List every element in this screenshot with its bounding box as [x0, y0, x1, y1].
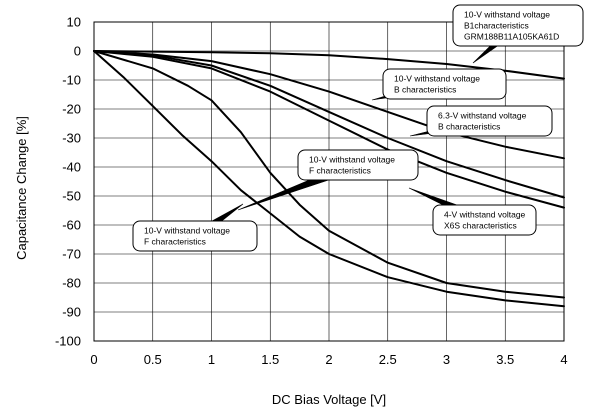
x-tick-label: 2	[325, 352, 332, 367]
y-tick-label: -60	[62, 218, 81, 233]
callout-text: F characteristics	[144, 237, 206, 247]
y-tick-label: -30	[62, 131, 81, 146]
callout-box	[132, 220, 258, 252]
callout-text: 10-V withstand voltage	[394, 74, 480, 84]
y-tick-label: -10	[62, 73, 81, 88]
x-tick-label: 1	[208, 352, 215, 367]
callout-text: F characteristics	[309, 166, 371, 176]
y-tick-label: -70	[62, 247, 81, 262]
series-line-1	[93, 50, 565, 80]
y-tick-label: -20	[62, 102, 81, 117]
x-tick-label: 2.5	[379, 352, 397, 367]
callout-box	[297, 149, 419, 181]
series-line-5	[93, 50, 565, 299]
x-tick-label: 0.5	[144, 352, 162, 367]
callouts: 10-V withstand voltageB1characteristicsG…	[132, 4, 584, 252]
x-tick-label: 4	[560, 352, 567, 367]
callout-box	[432, 204, 537, 236]
callout-text: 10-V withstand voltage	[309, 155, 395, 165]
callout-annotation: 10-V withstand voltageB1characteristicsG…	[452, 4, 584, 64]
callout-text: 6.3-V withstand voltage	[438, 111, 527, 121]
x-tick-label: 3	[443, 352, 450, 367]
callout-text: 4-V withstand voltage	[444, 210, 526, 220]
y-tick-label: 10	[67, 15, 81, 30]
x-tick-label: 1.5	[261, 352, 279, 367]
series-line-2	[93, 50, 565, 160]
callout-text: B characteristics	[438, 122, 500, 132]
callout-box	[426, 105, 553, 137]
x-ticks: 0 0.5 1 1.5 2 2.5 3 3.5 4	[90, 352, 567, 367]
y-tick-label: 0	[74, 44, 81, 59]
y-tick-label: -40	[62, 160, 81, 175]
series-lines	[93, 50, 565, 308]
callout-box	[382, 68, 507, 100]
y-axis-title: Capacitance Change [%]	[14, 116, 29, 260]
y-tick-label: -90	[62, 305, 81, 320]
x-tick-label: 3.5	[496, 352, 514, 367]
callout-text: 10-V withstand voltage	[144, 226, 230, 236]
y-ticks: 10 0 -10 -20 -30 -40 -50 -60 -70 -80 -90 -100	[55, 15, 81, 349]
callout-text: B characteristics	[394, 85, 456, 95]
callout-text: 10-V withstand voltage	[464, 10, 550, 20]
plot-frame	[93, 21, 565, 342]
callout-text: GRM188B11A105KA61D	[464, 32, 559, 42]
series-line-4	[93, 50, 565, 209]
series-line-6	[93, 50, 565, 308]
callout-text: X6S characteristics	[444, 221, 517, 231]
y-tick-label: -100	[55, 334, 81, 349]
callout-box	[452, 4, 584, 47]
plot-border	[93, 21, 565, 342]
x-axis-title: DC Bias Voltage [V]	[272, 392, 386, 407]
series-line-3	[93, 50, 565, 199]
x-tick-label: 0	[90, 352, 97, 367]
y-tick-label: -50	[62, 189, 81, 204]
y-tick-label: -80	[62, 276, 81, 291]
callout-text: B1characteristics	[464, 21, 529, 31]
